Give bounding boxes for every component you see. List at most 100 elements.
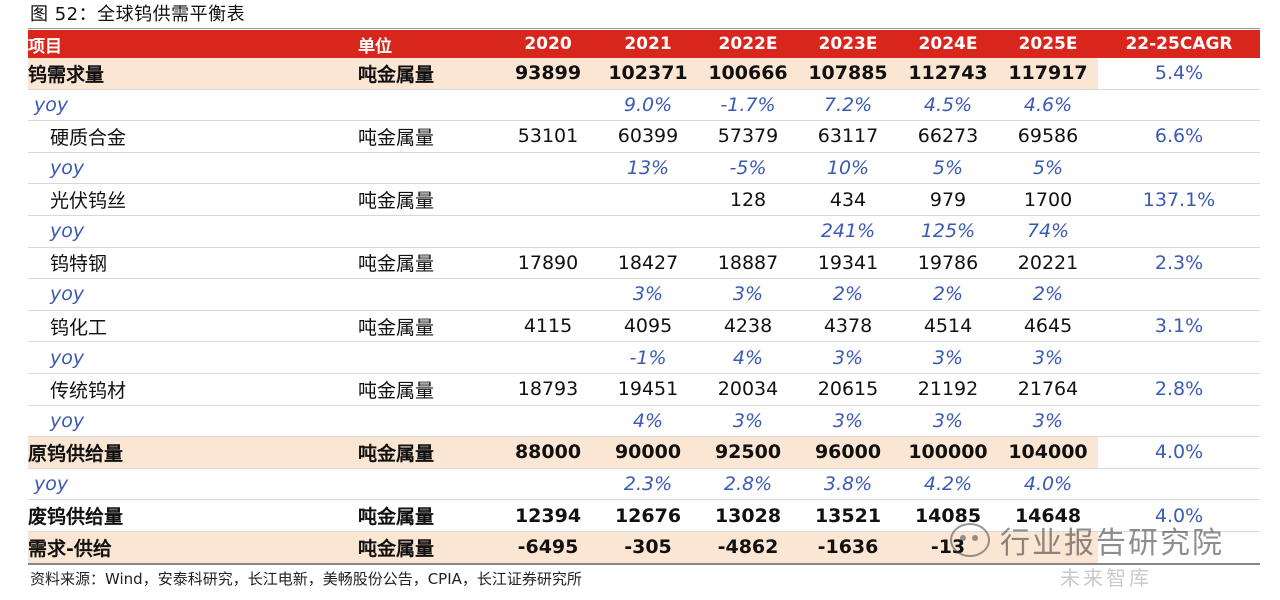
cell-value: 13521	[798, 499, 898, 532]
cell-value: -1%	[598, 341, 698, 374]
cell-value: 1700	[998, 183, 1098, 216]
row-unit: 吨金属量	[358, 120, 498, 153]
row-unit: 吨金属量	[358, 499, 498, 532]
cell-value: 3%	[798, 405, 898, 438]
row-unit	[358, 341, 498, 374]
cell-value	[498, 183, 598, 216]
table-row: 钨需求量 吨金属量 93899 102371 100666 107885 112743 117…	[28, 58, 1260, 90]
cell-cagr	[1098, 468, 1260, 501]
row-unit: 吨金属量	[358, 531, 498, 565]
table-row: 钨特钢 吨金属量 17890 18427 18887 19341 19786 20221 2.3…	[28, 247, 1260, 280]
cell-value: 18427	[598, 247, 698, 280]
cell-value	[598, 183, 698, 216]
cell-value: 7.2%	[798, 89, 898, 122]
header-2025e: 2025E	[998, 30, 1098, 58]
cell-value: -4862	[698, 531, 798, 565]
cell-value: 3%	[998, 341, 1098, 374]
cell-value: 63117	[798, 120, 898, 153]
cell-value: 979	[898, 183, 998, 216]
cell-value: 60399	[598, 120, 698, 153]
cell-value	[498, 89, 598, 122]
row-label: 钨特钢	[28, 247, 358, 280]
cell-value: 2%	[898, 278, 998, 311]
table-row: 光伏钨丝 吨金属量 128 434 979 1700 137.1%	[28, 183, 1260, 216]
cell-value: 112743	[898, 58, 998, 90]
cell-value: 18887	[698, 247, 798, 280]
table-caption: 图 52：全球钨供需平衡表	[30, 4, 246, 25]
cell-value	[998, 531, 1098, 565]
cell-value: 92500	[698, 436, 798, 469]
row-label: yoy	[28, 89, 358, 122]
row-unit	[358, 405, 498, 438]
cell-value	[598, 215, 698, 248]
cell-value: 57379	[698, 120, 798, 153]
table-row: 传统钨材 吨金属量 18793 19451 20034 20615 21192 21764 2.…	[28, 373, 1260, 406]
cell-value: 88000	[498, 436, 598, 469]
cell-value: 69586	[998, 120, 1098, 153]
cell-value: 3.8%	[798, 468, 898, 501]
row-label: 光伏钨丝	[28, 183, 358, 216]
cell-value: 3%	[798, 341, 898, 374]
header-item: 项目	[28, 30, 358, 58]
cell-value: 13%	[598, 152, 698, 185]
row-label: 传统钨材	[28, 373, 358, 406]
table-row: yoy 241% 125% 74%	[28, 215, 1260, 248]
cell-value: 96000	[798, 436, 898, 469]
watermark-sub: 未来智库	[1060, 566, 1152, 590]
caption-divider	[28, 28, 1260, 29]
header-2020: 2020	[498, 30, 598, 58]
row-label: 硬质合金	[28, 120, 358, 153]
cell-value: 2%	[798, 278, 898, 311]
header-2022e: 2022E	[698, 30, 798, 58]
cell-value: 3%	[698, 405, 798, 438]
cell-value: 18793	[498, 373, 598, 406]
cell-cagr: 137.1%	[1098, 183, 1260, 216]
cell-value: 93899	[498, 58, 598, 90]
watermark-text: 行业报告研究院	[1000, 526, 1224, 561]
cell-value: -6495	[498, 531, 598, 565]
cell-value: 2.8%	[698, 468, 798, 501]
row-unit	[358, 152, 498, 185]
cell-value: 20034	[698, 373, 798, 406]
row-unit: 吨金属量	[358, 310, 498, 343]
cell-value	[498, 215, 598, 248]
cell-value: 241%	[798, 215, 898, 248]
cell-value: 53101	[498, 120, 598, 153]
cell-value: 4238	[698, 310, 798, 343]
cell-value: -305	[598, 531, 698, 565]
cell-cagr	[1098, 89, 1260, 122]
cell-cagr	[1098, 341, 1260, 374]
cell-value: 3%	[898, 341, 998, 374]
cell-value: 74%	[998, 215, 1098, 248]
cell-value: 21192	[898, 373, 998, 406]
cell-value: 90000	[598, 436, 698, 469]
cell-value: 10%	[798, 152, 898, 185]
cell-value	[698, 215, 798, 248]
cell-value	[498, 405, 598, 438]
cell-cagr	[1098, 278, 1260, 311]
cell-value: 12676	[598, 499, 698, 532]
cell-value: 3%	[898, 405, 998, 438]
cell-value: 102371	[598, 58, 698, 90]
cell-value: 20221	[998, 247, 1098, 280]
cell-value: -1636	[798, 531, 898, 565]
row-unit: 吨金属量	[358, 183, 498, 216]
cell-value: 3%	[598, 278, 698, 311]
row-label: yoy	[28, 278, 358, 311]
cell-value: 4.0%	[998, 468, 1098, 501]
cell-cagr	[1098, 531, 1260, 565]
cell-value	[498, 278, 598, 311]
cell-value: 3%	[698, 278, 798, 311]
cell-value: 17890	[498, 247, 598, 280]
table-row: yoy 3% 3% 2% 2% 2%	[28, 278, 1260, 311]
header-cagr: 22-25CAGR	[1098, 30, 1260, 58]
row-unit	[358, 468, 498, 501]
cell-value: 4%	[698, 341, 798, 374]
cell-value: 107885	[798, 58, 898, 90]
cell-value: 66273	[898, 120, 998, 153]
cell-value: 13028	[698, 499, 798, 532]
row-unit: 吨金属量	[358, 247, 498, 280]
wechat-icon	[950, 523, 990, 557]
source-note: 资料来源：Wind，安泰科研究，长江电新，美畅股份公告，CPIA，长江证券研究所	[30, 570, 582, 588]
row-label: yoy	[28, 341, 358, 374]
